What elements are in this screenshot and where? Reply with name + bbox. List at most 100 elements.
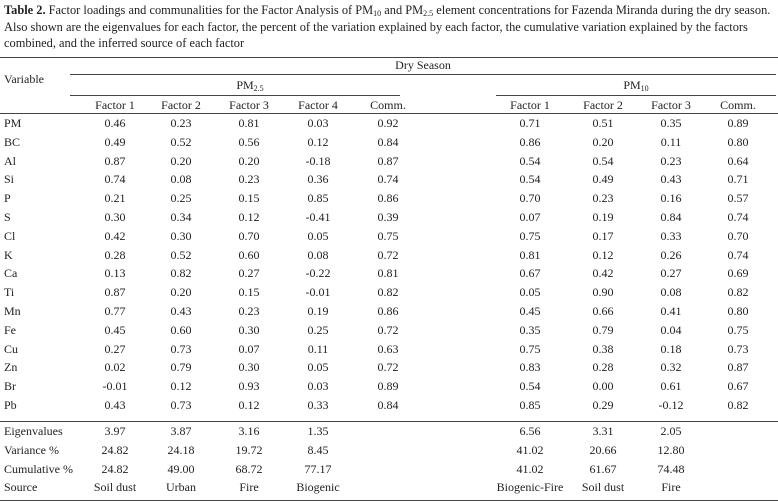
variable-header: Variable [4,72,44,86]
row-label: Al [4,154,16,168]
row-label: Cl [4,229,16,243]
pm10-cell: 0.35 [660,116,682,130]
pm25-cell: 0.34 [170,210,192,224]
pm25-cell: 0.39 [377,210,399,224]
caption-text: and PM [381,3,424,17]
summary-label: Variance % [4,443,59,457]
pm10-cell: 0.67 [727,379,749,393]
pm10-cell: 0.11 [660,135,682,149]
pm10-cell: 0.18 [660,342,682,356]
pm10-cell: 0.81 [519,248,541,262]
row-label: S [4,210,11,224]
pm25-cell: 0.73 [170,398,192,412]
pm25-cell: 0.27 [238,266,260,280]
pm25-cell: -0.18 [305,154,331,168]
pm25-cell: 0.36 [307,172,329,186]
pm25-cell: 0.25 [307,323,329,337]
row-label: Fe [4,323,16,337]
pm10-summary-cell: Fire [661,480,681,494]
pm10-cell: 0.43 [660,172,682,186]
pm10-cell: 0.08 [660,285,682,299]
pm25-cell: 0.15 [238,191,260,205]
pm25-cell: 0.87 [104,285,126,299]
pm10-cell: 0.66 [592,304,614,318]
pm10-cell: 0.49 [592,172,614,186]
pm10-cell: 0.45 [519,304,541,318]
pm25-cell: 0.30 [238,323,260,337]
pm10-cell: 0.75 [519,342,541,356]
pm25-summary-cell: 77.17 [304,462,332,476]
pm25-summary-cell: 24.18 [167,443,195,457]
pm10-summary-cell: 20.66 [589,443,617,457]
pm10-cell: 0.86 [519,135,541,149]
pm10-cell: 0.35 [519,323,541,337]
pm25-cell: 0.23 [170,116,192,130]
pm10-cell: 0.75 [727,323,749,337]
pm10-cell: 0.54 [519,379,541,393]
pm10-cell: 0.23 [592,191,614,205]
pm10-cell: 0.32 [660,360,682,374]
table-caption: Table 2. Factor loadings and communaliti… [4,2,774,52]
pm25-cell: 0.79 [170,360,192,374]
pm10-col-header: Factor 1 [510,98,550,112]
pm25-cell: 0.56 [238,135,260,149]
pm25-summary-cell: Fire [239,480,259,494]
pm25-summary-cell: 68.72 [235,462,263,476]
pm25-col-header: Factor 3 [229,98,269,112]
pm25-summary-cell: 24.82 [101,443,129,457]
pm25-cell: 0.74 [104,172,126,186]
pm25-cell: 0.84 [377,398,399,412]
pm25-cell: 0.60 [170,323,192,337]
pm25-cell: 0.77 [104,304,126,318]
pm25-cell: 0.23 [238,304,260,318]
pm10-cell: 0.54 [519,154,541,168]
pm25-cell: 0.82 [170,266,192,280]
pm25-cell: 0.81 [238,116,260,130]
pm25-summary-cell: Soil dust [93,480,137,494]
season-rule [70,74,776,75]
pm25-cell: 0.20 [238,154,260,168]
pm25-cell: 0.03 [307,379,329,393]
pm10-header: PM10 [623,78,649,93]
pm10-summary-cell: 61.67 [589,462,617,476]
pm10-cell: 0.38 [592,342,614,356]
pm25-summary-cell: 3.97 [104,424,126,438]
pm10-cell: 0.41 [660,304,682,318]
top-rule [0,57,778,58]
pm10-summary-cell: 41.02 [516,462,544,476]
pm25-cell: 0.03 [307,116,329,130]
pm25-cell: 0.19 [307,304,329,318]
pm25-cell: 0.52 [170,248,192,262]
pm10-cell: 0.26 [660,248,682,262]
pm25-cell: 0.45 [104,323,126,337]
pm10-cell: 0.42 [592,266,614,280]
pm10-cell: 0.54 [519,172,541,186]
pm25-cell: 0.93 [238,379,260,393]
pm25-cell: 0.72 [377,248,399,262]
pm25-cell: -0.01 [305,285,331,299]
pm25-cell: 0.30 [238,360,260,374]
pm10-cell: 0.80 [727,304,749,318]
pm10-col-header: Factor 2 [583,98,623,112]
caption-label: Table 2. [4,3,46,17]
pm10-cell: 0.16 [660,191,682,205]
pm10-cell: 0.07 [519,210,541,224]
pm10-col-header: Comm. [720,98,756,112]
pm25-cell: 0.87 [377,154,399,168]
pm10-cell: 0.54 [592,154,614,168]
pm10-cell: 0.64 [727,154,749,168]
pm10-summary-cell: Biogenic-Fire [496,480,564,494]
summary-label: Eigenvalues [4,424,63,438]
pm25-col-header: Comm. [370,98,406,112]
pm10-summary-cell: 2.05 [660,424,682,438]
pm25-summary-cell: 8.45 [307,443,329,457]
pm10-cell: 0.33 [660,229,682,243]
row-label: K [4,248,13,262]
pm25-cell: 0.13 [104,266,126,280]
pm25-cell: 0.12 [307,135,329,149]
pm25-cell: 0.43 [170,304,192,318]
header-rule [0,113,778,114]
summary-label: Source [4,480,38,494]
pm25-summary-cell: 3.87 [170,424,192,438]
